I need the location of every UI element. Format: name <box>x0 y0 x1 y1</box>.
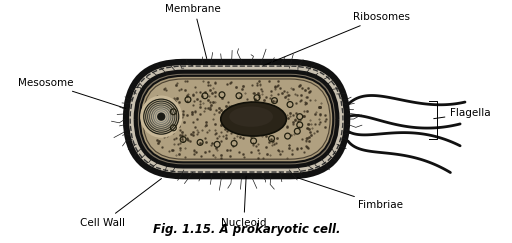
Ellipse shape <box>229 106 273 127</box>
FancyBboxPatch shape <box>136 72 337 166</box>
Circle shape <box>141 96 182 137</box>
Text: Flagella: Flagella <box>434 108 491 119</box>
Text: Fig. 1.15. A prokaryotic cell.: Fig. 1.15. A prokaryotic cell. <box>153 223 340 236</box>
Text: Ribosomes: Ribosomes <box>264 12 410 66</box>
Text: Nucleoid: Nucleoid <box>221 176 267 228</box>
Ellipse shape <box>221 102 286 136</box>
Text: Plasma
Membrane: Plasma Membrane <box>165 0 221 59</box>
Text: Fimbriae: Fimbriae <box>297 178 403 210</box>
Text: Cell Wall: Cell Wall <box>80 179 161 228</box>
FancyBboxPatch shape <box>143 79 330 159</box>
Text: Mesosome: Mesosome <box>18 78 126 108</box>
Circle shape <box>158 113 165 120</box>
FancyBboxPatch shape <box>140 76 333 162</box>
FancyBboxPatch shape <box>126 62 347 176</box>
